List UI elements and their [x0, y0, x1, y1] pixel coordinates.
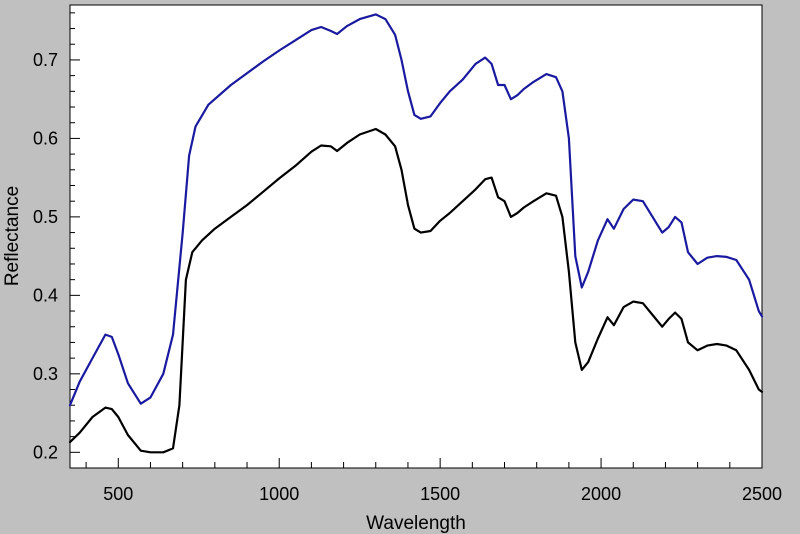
series-upper-line [68, 13, 764, 407]
x-tick-labels: 500 1000 1500 2000 2500 [103, 484, 782, 504]
x-tick-label: 1000 [259, 484, 299, 504]
y-tick-label: 0.2 [33, 442, 58, 462]
series-lower-line [68, 127, 764, 454]
series-layer [68, 13, 764, 454]
y-tick-labels: 0.2 0.3 0.4 0.5 0.6 0.7 [33, 50, 58, 462]
plot-area [69, 4, 763, 469]
y-minor-ticks [70, 12, 80, 469]
x-axis-title: Wavelength [366, 513, 466, 534]
y-tick-label: 0.4 [33, 285, 58, 305]
y-axis-title: Reflectance [2, 186, 23, 286]
y-tick-label: 0.3 [33, 364, 58, 384]
y-tick-label: 0.6 [33, 128, 58, 148]
x-tick-label: 1500 [420, 484, 460, 504]
x-tick-label: 500 [103, 484, 133, 504]
x-tick-label: 2000 [581, 484, 621, 504]
x-tick-label: 2500 [742, 484, 782, 504]
y-tick-label: 0.7 [33, 50, 58, 70]
x-minor-ticks [85, 458, 731, 468]
y-tick-label: 0.5 [33, 207, 58, 227]
